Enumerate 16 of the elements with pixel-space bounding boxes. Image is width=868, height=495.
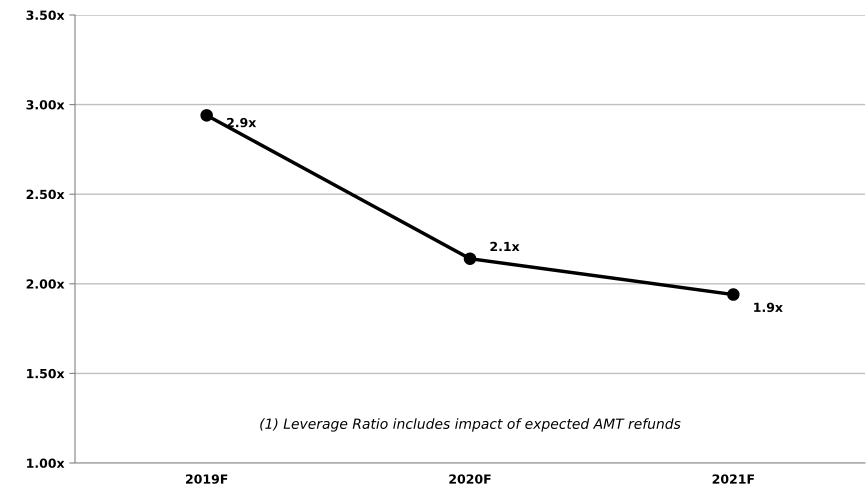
y-tick-label: 2.50x (26, 190, 64, 200)
y-tick-label: 1.00x (27, 458, 64, 468)
point (200, 109, 213, 122)
annotation: (1) Leverage Ratio includes impact of expected AMT refunds (260, 418, 681, 432)
y-tick-label: 3.00x (26, 100, 64, 110)
y-tick-label: 3.50x (26, 10, 64, 20)
x-tick-label: 2019F (186, 474, 228, 484)
data-label: 2.1x (490, 242, 520, 252)
y-tick-label: 1.50x (27, 368, 64, 378)
data-label: 2.9x (227, 118, 256, 128)
point (464, 252, 476, 265)
x-tick-label: 2021F (712, 474, 754, 484)
point (727, 288, 740, 301)
y-tick-label: 2.00x (26, 279, 64, 289)
x-tick-label: 2020F (449, 474, 491, 484)
data-label: 1.9x (754, 302, 783, 312)
